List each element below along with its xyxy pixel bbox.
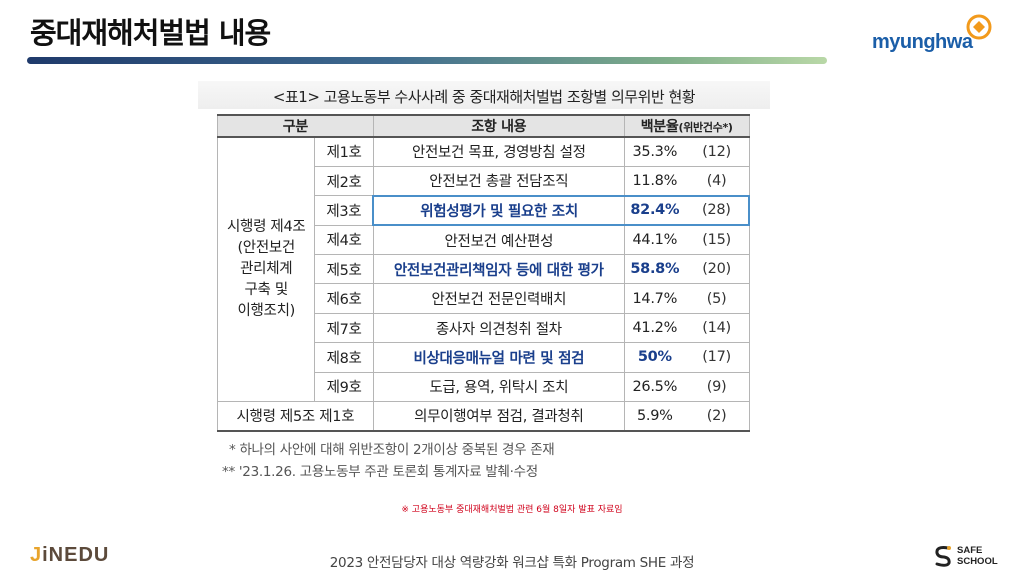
slide-title: 중대재해처벌법 내용 [30,16,271,50]
row-content: 종사자 의견청취 절차 [372,312,625,344]
row-num: 제7호 [314,312,374,344]
row-count: (9) [684,371,750,403]
footnote-source: ** '23.1.26. 고용노동부 주관 토론회 통계자료 발췌·수정 [222,464,538,480]
row-content: 안전보건관리책임자 등에 대한 평가 [372,254,625,285]
row-content: 안전보건 예산편성 [372,224,625,256]
table-row: 제5호 안전보건관리책임자 등에 대한 평가 58.8% (20) [218,254,750,285]
title-underline-bar [27,57,827,64]
footnote-duplicate: * 하나의 사안에 대해 위반조항이 2개이상 중복된 경우 존재 [229,442,555,458]
row-content: 안전보건 총괄 전담조직 [372,165,625,197]
row-count: (4) [684,165,750,197]
row-percent: 44.1% [623,224,685,256]
row-num: 제1호 [314,136,374,167]
row-percent: 35.3% [623,136,685,167]
safe-school-line2: SCHOOL [957,556,998,567]
group-label-line: 관리체계 [240,261,293,277]
logo-mark-icon [966,14,992,40]
table-row: 제7호 종사자 의견청취 절차 41.2% (14) [218,312,750,344]
row-content: 안전보건 목표, 경영방침 설정 [372,136,625,167]
table-row: 제8호 비상대응매뉴얼 마련 및 점검 50% (17) [218,342,750,373]
row-content: 의무이행여부 점검, 결과청취 [372,401,625,432]
table-row: 제6호 안전보건 전문인력배치 14.7% (5) [218,283,750,314]
header-percent-note: (위반건수*) [678,121,733,134]
row-percent: 26.5% [623,371,685,403]
safe-school-logo: SAFE SCHOOL [932,543,1002,569]
safe-school-mark-icon [935,546,951,567]
table-row: 제2호 안전보건 총괄 전담조직 11.8% (4) [218,165,750,197]
row-count: (14) [684,312,750,344]
row-content: 비상대응매뉴얼 마련 및 점검 [372,342,625,373]
logo-text: myunghwa [872,31,973,53]
table-caption: <표1> 고용노동부 수사사례 중 중대재해처벌법 조항별 의무위반 현황 [198,81,770,109]
jinedu-logo-rest: iNEDU [42,544,110,566]
source-notice: ※ 고용노동부 중대재해처벌법 관련 6월 8일자 발표 자료임 [401,505,623,515]
row-num: 제8호 [314,342,374,373]
group-label-line: 시행령 제4조 [227,219,306,235]
row-count: (5) [684,283,750,314]
row-label: 시행령 제5조 제1호 [217,401,374,432]
header-content: 조항 내용 [372,114,625,138]
row-percent: 41.2% [623,312,685,344]
row-percent: 58.8% [623,254,685,285]
group-label-line: 이행조치) [237,303,295,319]
violation-table: 구분 조항 내용 백분율(위반건수*) 시행령 제4조 (안전보건 관리체계 구… [216,114,751,432]
jinedu-logo: JiNEDU [30,544,109,567]
row-percent: 82.4% [623,194,685,227]
header-percent-label: 백분율 [640,119,679,135]
row-count: (28) [684,194,751,227]
jinedu-logo-accent: J [30,544,43,566]
row-num: 제6호 [314,283,374,314]
row-num: 제2호 [314,165,374,197]
myunghwa-logo: myunghwa [872,14,992,56]
row-num: 제5호 [314,254,374,285]
header-category: 구분 [217,114,374,138]
row-count: (17) [684,342,750,373]
row-count: (2) [684,401,750,432]
table-row: 시행령 제5조 제1호 의무이행여부 점검, 결과청취 5.9% (2) [217,401,750,432]
table-row: 제9호 도급, 용역, 위탁시 조치 26.5% (9) [218,371,750,403]
row-num: 제9호 [314,371,374,403]
row-count: (20) [684,254,750,285]
footer-program-title: 2023 안전담당자 대상 역량강화 워크샵 특화 Program SHE 과정 [329,555,695,571]
group-label: 시행령 제4조 (안전보건 관리체계 구축 및 이행조치) [216,136,316,403]
header-percent: 백분율(위반건수*) [623,114,750,138]
row-percent: 5.9% [623,401,685,432]
row-num: 제3호 [314,195,374,226]
row-num: 제4호 [314,224,374,256]
row-count: (15) [684,224,750,256]
safe-school-line1: SAFE [957,545,983,556]
row-content: 안전보건 전문인력배치 [372,283,625,314]
group-label-line: 구축 및 [244,282,289,298]
row-count: (12) [684,136,750,167]
row-percent: 11.8% [623,165,685,197]
table-row: 시행령 제4조 (안전보건 관리체계 구축 및 이행조치) 제1호 안전보건 목… [216,136,750,403]
row-percent: 14.7% [623,283,685,314]
table-row: 제4호 안전보건 예산편성 44.1% (15) [218,224,750,256]
table-header-row: 구분 조항 내용 백분율(위반건수*) [217,114,750,138]
group-label-line: (안전보건 [237,240,295,256]
row-content: 도급, 용역, 위탁시 조치 [372,371,625,403]
safe-school-text: SAFE SCHOOL [957,545,998,567]
table-row-highlighted: 제3호 위험성평가 및 필요한 조치 82.4% (28) [218,194,751,227]
row-content: 위험성평가 및 필요한 조치 [372,194,625,227]
row-percent: 50% [623,342,685,373]
